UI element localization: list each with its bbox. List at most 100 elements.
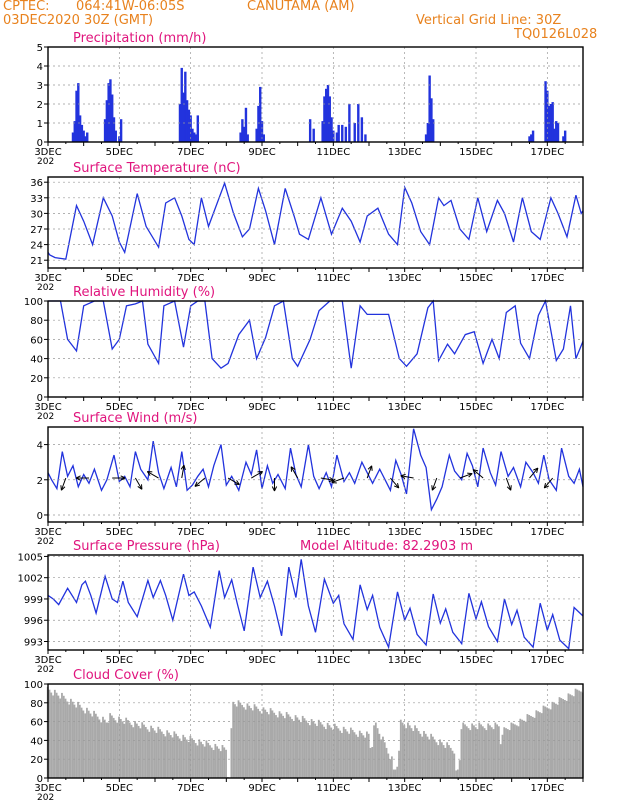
precip-bar <box>118 136 121 142</box>
x-tick-label: 9DEC <box>248 147 275 158</box>
cloud-bar <box>152 728 154 778</box>
precip-bar <box>353 123 356 142</box>
header-station: CANUTAMA (AM) <box>247 0 355 14</box>
precip-bar <box>432 119 435 142</box>
cloud-bar <box>305 720 308 778</box>
y-tick-label: 60 <box>30 335 43 346</box>
cloud-bar <box>314 723 317 778</box>
precip-bar <box>262 134 265 142</box>
cloud-bar <box>237 700 240 778</box>
cloud-bar <box>458 760 461 778</box>
precip-bar <box>330 117 333 142</box>
cloud-bar <box>515 725 518 778</box>
x-tick-label: 13DEC <box>388 527 422 538</box>
wind-arrow-head <box>506 486 512 491</box>
y-tick-label: 0 <box>37 393 43 404</box>
cloud-bar <box>376 728 379 778</box>
cloud-bar <box>346 731 349 778</box>
wind-arrow-shaft <box>194 477 206 487</box>
cloud-bar <box>205 740 208 778</box>
wind-arrow-head <box>290 466 296 470</box>
cloud-bar <box>303 718 306 778</box>
cloud-bar <box>531 716 534 778</box>
precip-bar <box>328 96 331 142</box>
cloud-bar <box>544 706 547 778</box>
cloud-bar <box>57 695 60 778</box>
precip-bar <box>193 132 196 142</box>
x-tick-label: 13DEC <box>388 783 422 794</box>
cloud-bar <box>446 742 449 778</box>
precip-bar <box>544 81 547 142</box>
cloud-bar <box>150 725 153 778</box>
x-tick-label: 9DEC <box>248 402 275 413</box>
y-tick-label: 0 <box>37 511 43 522</box>
cloud-bar <box>64 698 67 778</box>
precip-bar <box>360 117 364 142</box>
cloud-bar <box>84 713 87 778</box>
cloud-bar <box>460 729 463 778</box>
cloud-bar <box>514 724 516 778</box>
wind-arrow-head <box>60 485 62 491</box>
wind-arrow-head <box>146 471 151 476</box>
precip-bar <box>80 124 84 142</box>
precip-bar <box>109 79 112 142</box>
y-tick-label: 20 <box>30 374 43 385</box>
cloud-bar <box>339 730 342 778</box>
wind-arrow-head <box>367 465 373 470</box>
cloud-bar <box>219 751 222 778</box>
cloud-bar <box>337 728 340 778</box>
panel-annotation: Model Altitude: 82.2903 m <box>300 539 473 554</box>
wind-arrow-head <box>510 485 512 491</box>
cloud-bar <box>424 733 427 778</box>
precip-bar <box>337 124 340 142</box>
cloud-bar <box>489 725 491 778</box>
cloud-bar <box>439 739 441 778</box>
cloud-bar <box>389 759 391 778</box>
y-tick-label: 60 <box>30 718 43 729</box>
precip-bar <box>84 136 87 142</box>
cloud-bar <box>71 701 74 778</box>
cloud-bar <box>266 711 268 778</box>
cloud-bar <box>191 738 194 778</box>
wind-arrow-head <box>328 479 334 483</box>
x-tick-label: 9DEC <box>248 273 275 284</box>
y-tick-label: 1002 <box>18 574 43 585</box>
cloud-bar <box>497 726 500 778</box>
x-tick-label: 3DEC <box>34 273 61 284</box>
precip-bar <box>326 85 330 142</box>
rh-line <box>48 298 584 370</box>
cloud-bar <box>526 714 529 778</box>
x-tick-label: 11DEC <box>316 273 350 284</box>
year-stub: 202 <box>37 537 54 547</box>
cloud-bar <box>380 739 383 778</box>
cloud-bar <box>333 723 336 778</box>
cloud-bar <box>430 733 433 778</box>
x-tick-label: 15DEC <box>459 655 493 666</box>
x-tick-label: 3DEC <box>34 655 61 666</box>
cloud-bar <box>77 701 79 778</box>
wind-arrow-head <box>329 476 334 481</box>
x-tick-label: 17DEC <box>530 783 564 794</box>
year-stub: 202 <box>37 157 54 167</box>
precip-bar <box>555 121 558 142</box>
x-tick-label: 13DEC <box>388 273 422 284</box>
precip-bar <box>75 90 78 142</box>
cloud-bar <box>442 745 445 778</box>
cloud-bar <box>524 721 527 778</box>
cloud-bar <box>419 733 422 778</box>
cloud-bar <box>374 722 377 778</box>
precip-bar <box>547 105 551 142</box>
cloud-bar <box>121 721 124 778</box>
cloud-bar <box>432 736 434 778</box>
y-tick-label: 0 <box>37 774 43 785</box>
cloud-bar <box>408 725 411 778</box>
cloud-bar <box>496 724 498 778</box>
cloud-bar <box>91 716 94 778</box>
y-tick-label: 40 <box>30 355 43 366</box>
precip-bar <box>546 90 549 142</box>
cloud-bar <box>87 710 90 778</box>
cloud-bar <box>308 725 311 778</box>
cloud-bar <box>264 709 267 778</box>
precip-bar <box>323 96 326 142</box>
wind-arrow-shaft <box>227 477 240 485</box>
